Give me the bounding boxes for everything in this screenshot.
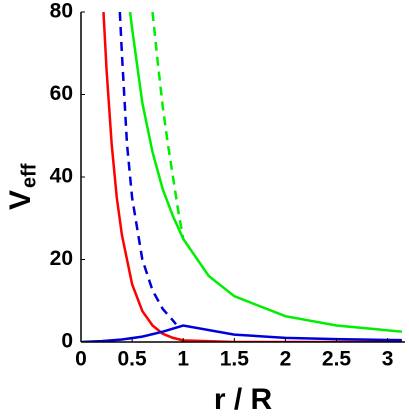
y-axis-label-group: V eff — [4, 163, 40, 210]
plot-area — [81, 12, 403, 342]
series-line — [102, 12, 402, 342]
x-tick-label: 0 — [75, 348, 87, 371]
x-tick-label: 1.5 — [220, 348, 250, 371]
x-tick-label: 2.5 — [322, 348, 352, 371]
series-line — [81, 324, 402, 342]
x-tick-label: 1 — [177, 348, 189, 371]
x-tick-label: 0.5 — [118, 348, 148, 371]
x-tick-label: 2 — [280, 348, 292, 371]
x-axis-label: r / R — [214, 383, 273, 416]
y-axis-label: V — [4, 190, 37, 210]
y-tick-label: 20 — [50, 247, 73, 270]
series-line — [118, 12, 178, 326]
y-tick-label: 80 — [50, 0, 73, 23]
x-tick-label: 3 — [382, 348, 394, 371]
y-tick-label: 0 — [61, 330, 73, 353]
series-line — [128, 12, 403, 333]
series-line — [151, 12, 185, 240]
y-tick-label: 60 — [50, 82, 73, 105]
y-tick-label: 40 — [50, 165, 73, 188]
y-axis-label-sub: eff — [18, 163, 40, 188]
